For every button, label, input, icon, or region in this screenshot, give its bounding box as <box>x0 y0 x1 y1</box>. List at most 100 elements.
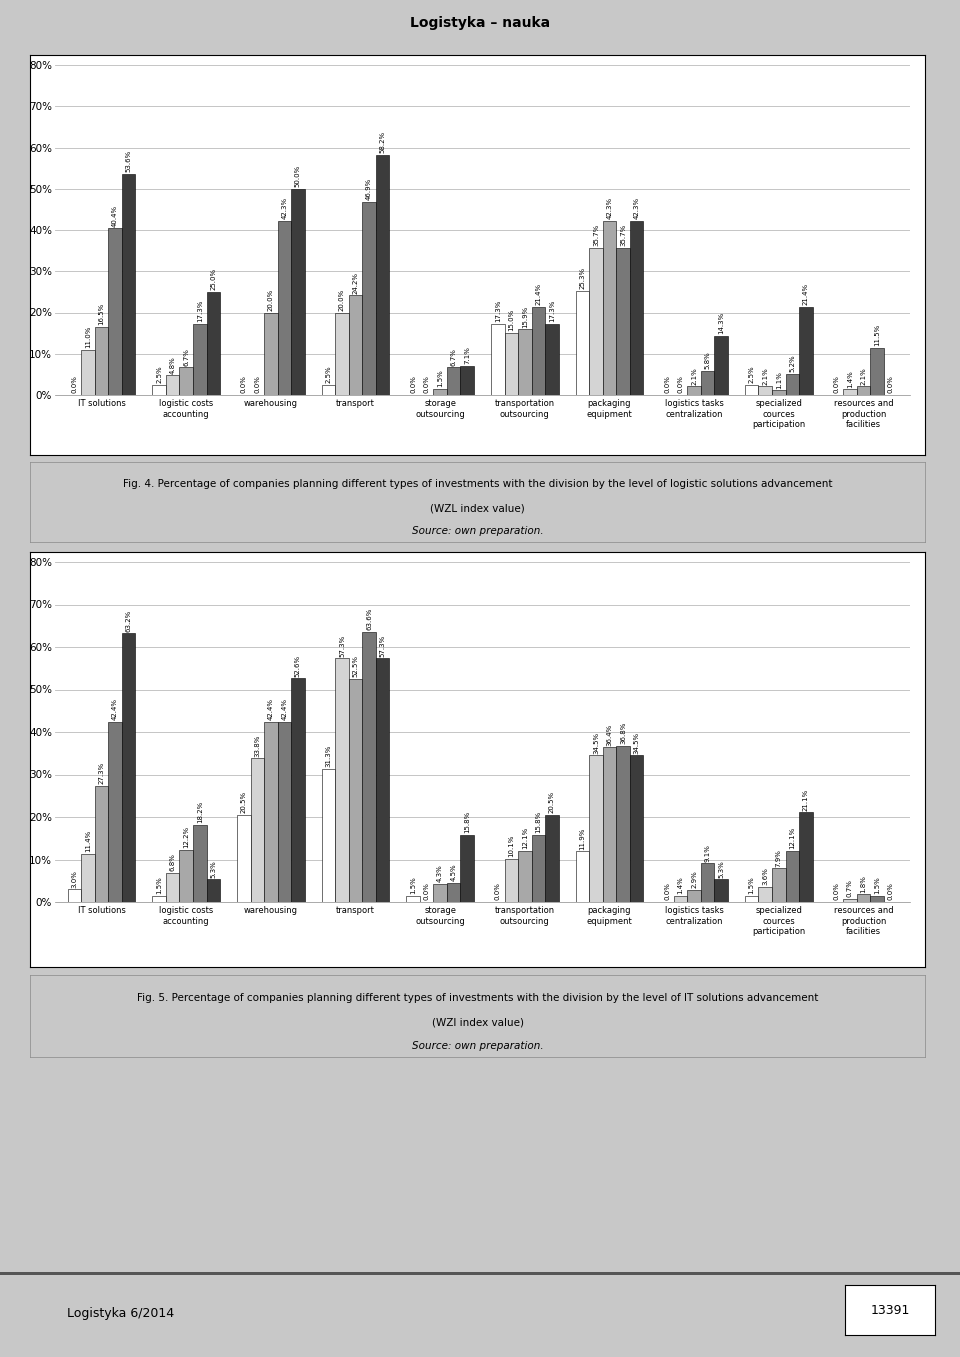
Text: 20.5%: 20.5% <box>549 791 555 813</box>
Text: 1.5%: 1.5% <box>410 877 416 894</box>
Bar <box>843 900 856 902</box>
Text: 14.3%: 14.3% <box>718 312 724 334</box>
Text: 1.5%: 1.5% <box>156 877 162 894</box>
Text: 16.5%: 16.5% <box>99 303 105 326</box>
Bar <box>180 849 193 902</box>
Bar <box>745 384 758 395</box>
Text: 63.6%: 63.6% <box>366 608 372 630</box>
Text: 11.5%: 11.5% <box>874 324 880 346</box>
Text: 0.0%: 0.0% <box>888 882 894 900</box>
Text: 42.4%: 42.4% <box>281 697 287 721</box>
Text: 5.3%: 5.3% <box>718 860 724 878</box>
Bar <box>589 248 603 395</box>
Text: (WZL index value): (WZL index value) <box>430 503 525 513</box>
Legend: very low WZL, low WZL, average WZL, high WZL, very high WZL: very low WZL, low WZL, average WZL, high… <box>284 464 681 483</box>
Bar <box>277 220 291 395</box>
Text: 2.5%: 2.5% <box>325 365 331 383</box>
Bar <box>406 896 420 902</box>
Bar <box>166 375 180 395</box>
Text: 4.3%: 4.3% <box>437 864 444 882</box>
Bar <box>362 202 375 395</box>
Bar <box>291 678 304 902</box>
Text: 12.1%: 12.1% <box>789 826 795 849</box>
Bar <box>95 786 108 902</box>
Bar <box>264 722 277 902</box>
Bar <box>518 330 532 395</box>
Text: 17.3%: 17.3% <box>549 300 555 322</box>
Bar <box>870 347 884 395</box>
Bar <box>772 391 785 395</box>
Text: 0.0%: 0.0% <box>833 376 839 394</box>
Text: 11.0%: 11.0% <box>85 326 91 347</box>
Bar <box>335 658 348 902</box>
Text: 53.6%: 53.6% <box>126 151 132 172</box>
Bar <box>193 825 206 902</box>
Text: 12.2%: 12.2% <box>183 826 189 848</box>
Text: 40.4%: 40.4% <box>112 205 118 227</box>
Bar <box>843 389 856 395</box>
Bar <box>856 387 870 395</box>
Text: 0.0%: 0.0% <box>410 376 416 394</box>
Bar <box>674 896 687 902</box>
Text: 0.0%: 0.0% <box>423 882 430 900</box>
Text: 6.7%: 6.7% <box>450 347 457 366</box>
Bar <box>772 868 785 902</box>
Text: 35.7%: 35.7% <box>620 224 626 246</box>
Bar <box>701 370 714 395</box>
Text: 20.5%: 20.5% <box>241 791 247 813</box>
Text: 0.0%: 0.0% <box>494 882 501 900</box>
Text: 2.5%: 2.5% <box>156 365 162 383</box>
Text: 0.0%: 0.0% <box>664 882 670 900</box>
Bar <box>335 312 348 395</box>
Text: 36.8%: 36.8% <box>620 722 626 744</box>
Text: Source: own preparation.: Source: own preparation. <box>412 1041 543 1050</box>
Text: 63.2%: 63.2% <box>126 609 132 632</box>
Text: 0.7%: 0.7% <box>847 879 852 897</box>
Text: 1.4%: 1.4% <box>678 877 684 894</box>
Text: 27.3%: 27.3% <box>99 763 105 784</box>
Bar <box>576 290 589 395</box>
Bar <box>856 894 870 902</box>
Bar <box>447 368 461 395</box>
Bar <box>532 307 545 395</box>
Text: 4.5%: 4.5% <box>450 863 457 881</box>
Text: 5.3%: 5.3% <box>210 860 216 878</box>
Bar <box>701 863 714 902</box>
Text: 5.2%: 5.2% <box>789 354 795 372</box>
Bar <box>714 879 728 902</box>
Bar <box>545 323 559 395</box>
Bar <box>870 896 884 902</box>
Bar <box>122 634 135 902</box>
Bar <box>82 350 95 395</box>
Text: 21.4%: 21.4% <box>803 284 809 305</box>
Bar <box>348 296 362 395</box>
Bar <box>433 389 447 395</box>
Text: 50.0%: 50.0% <box>295 164 300 187</box>
Legend: very low WZL, low WZL, average WZL, high WZL, very high WZL: very low WZL, low WZL, average WZL, high… <box>284 974 681 992</box>
Bar <box>180 368 193 395</box>
Text: Logistyka – nauka: Logistyka – nauka <box>410 15 550 30</box>
Bar <box>785 851 799 902</box>
Text: 34.5%: 34.5% <box>634 731 639 753</box>
Text: 17.3%: 17.3% <box>197 300 203 322</box>
Bar <box>237 814 251 902</box>
Text: 11.4%: 11.4% <box>85 829 91 852</box>
Text: 5.8%: 5.8% <box>705 351 710 369</box>
Bar <box>433 883 447 902</box>
Bar <box>687 890 701 902</box>
Text: 18.2%: 18.2% <box>197 801 203 822</box>
Bar <box>153 384 166 395</box>
Bar <box>518 851 532 902</box>
Text: 46.9%: 46.9% <box>366 178 372 199</box>
Text: 12.1%: 12.1% <box>522 826 528 849</box>
Bar <box>576 851 589 902</box>
Bar <box>68 889 82 902</box>
Text: 36.4%: 36.4% <box>607 723 612 745</box>
Text: 15.8%: 15.8% <box>536 811 541 833</box>
Bar <box>603 220 616 395</box>
Text: 2.1%: 2.1% <box>691 366 697 384</box>
Bar <box>799 813 813 902</box>
Text: 0.0%: 0.0% <box>254 376 260 394</box>
Bar <box>714 337 728 395</box>
Bar <box>193 323 206 395</box>
